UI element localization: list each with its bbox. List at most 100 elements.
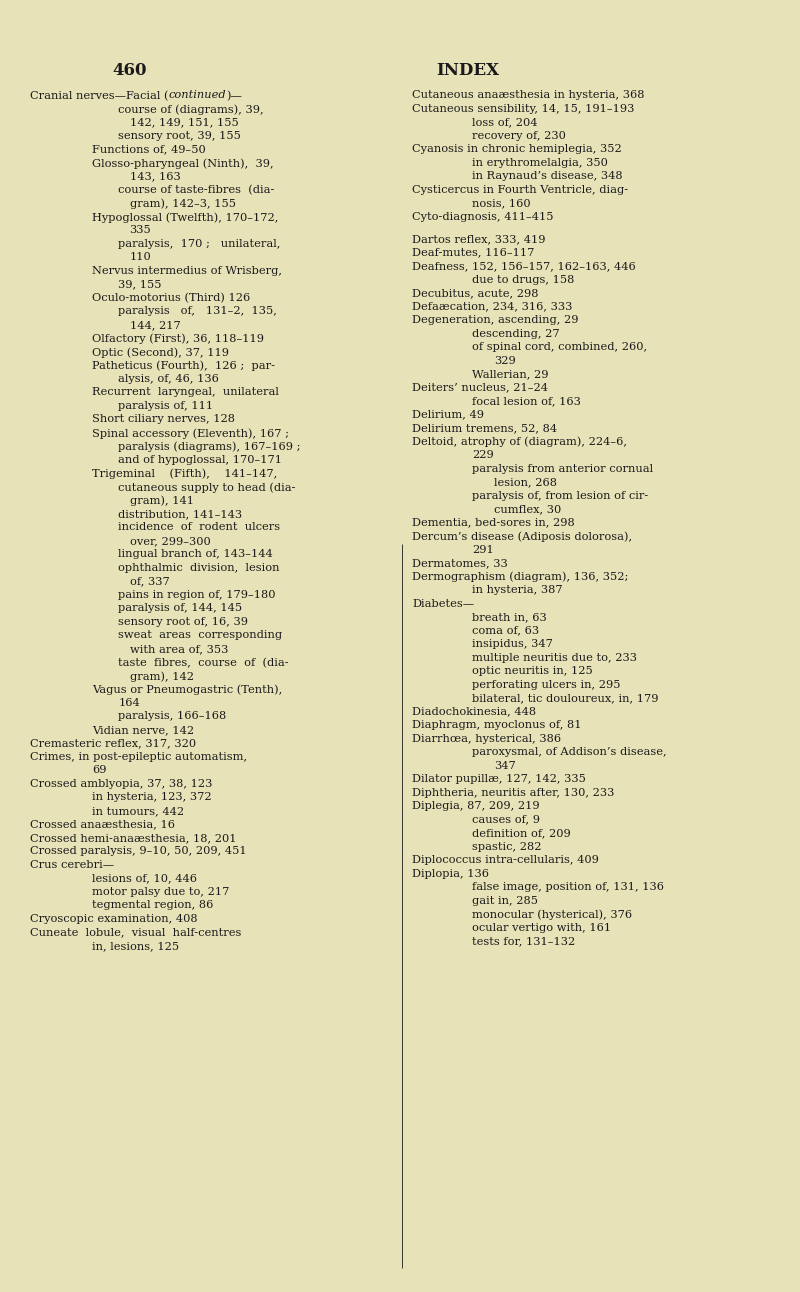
Text: breath in, 63: breath in, 63 xyxy=(472,612,546,623)
Text: sensory root of, 16, 39: sensory root of, 16, 39 xyxy=(118,618,248,627)
Text: Dermographism (diagram), 136, 352;: Dermographism (diagram), 136, 352; xyxy=(412,572,628,583)
Text: Diarrhœa, hysterical, 386: Diarrhœa, hysterical, 386 xyxy=(412,734,561,744)
Text: multiple neuritis due to, 233: multiple neuritis due to, 233 xyxy=(472,652,637,663)
Text: Cryoscopic examination, 408: Cryoscopic examination, 408 xyxy=(30,913,198,924)
Text: definition of, 209: definition of, 209 xyxy=(472,828,570,839)
Text: cutaneous supply to head (dia-: cutaneous supply to head (dia- xyxy=(118,482,296,492)
Text: Cyanosis in chronic hemiplegia, 352: Cyanosis in chronic hemiplegia, 352 xyxy=(412,145,622,155)
Text: in tumours, 442: in tumours, 442 xyxy=(92,806,184,817)
Text: perforating ulcers in, 295: perforating ulcers in, 295 xyxy=(472,680,621,690)
Text: paralysis of, from lesion of cir-: paralysis of, from lesion of cir- xyxy=(472,491,648,501)
Text: Wallerian, 29: Wallerian, 29 xyxy=(472,370,549,380)
Text: Dilator pupillæ, 127, 142, 335: Dilator pupillæ, 127, 142, 335 xyxy=(412,774,586,784)
Text: incidence  of  rodent  ulcers: incidence of rodent ulcers xyxy=(118,522,281,532)
Text: Trigeminal    (Fifth),    141–147,: Trigeminal (Fifth), 141–147, xyxy=(92,469,278,479)
Text: Recurrent  laryngeal,  unilateral: Recurrent laryngeal, unilateral xyxy=(92,388,279,398)
Text: in hysteria, 123, 372: in hysteria, 123, 372 xyxy=(92,792,212,802)
Text: loss of, 204: loss of, 204 xyxy=(472,118,538,128)
Text: Deaf-mutes, 116–117: Deaf-mutes, 116–117 xyxy=(412,248,534,257)
Text: 69: 69 xyxy=(92,765,106,775)
Text: focal lesion of, 163: focal lesion of, 163 xyxy=(472,397,581,406)
Text: Diplegia, 87, 209, 219: Diplegia, 87, 209, 219 xyxy=(412,801,540,811)
Text: sweat  areas  corresponding: sweat areas corresponding xyxy=(118,630,282,641)
Text: Deiters’ nucleus, 21–24: Deiters’ nucleus, 21–24 xyxy=(412,382,548,393)
Text: insipidus, 347: insipidus, 347 xyxy=(472,640,553,649)
Text: INDEX: INDEX xyxy=(436,62,499,79)
Text: Vagus or Pneumogastric (Tenth),: Vagus or Pneumogastric (Tenth), xyxy=(92,685,282,695)
Text: taste  fibres,  course  of  (dia-: taste fibres, course of (dia- xyxy=(118,658,289,668)
Text: 460: 460 xyxy=(112,62,146,79)
Text: spastic, 282: spastic, 282 xyxy=(472,841,542,851)
Text: over, 299–300: over, 299–300 xyxy=(130,536,210,547)
Text: course of (diagrams), 39,: course of (diagrams), 39, xyxy=(118,103,264,115)
Text: due to drugs, 158: due to drugs, 158 xyxy=(472,275,574,284)
Text: bilateral, tic douloureux, in, 179: bilateral, tic douloureux, in, 179 xyxy=(472,694,658,703)
Text: pains in region of, 179–180: pains in region of, 179–180 xyxy=(118,590,276,599)
Text: continued: continued xyxy=(169,90,226,101)
Text: nosis, 160: nosis, 160 xyxy=(472,199,530,208)
Text: Crossed anaæsthesia, 16: Crossed anaæsthesia, 16 xyxy=(30,819,175,829)
Text: Nervus intermedius of Wrisberg,: Nervus intermedius of Wrisberg, xyxy=(92,266,282,276)
Text: Dercum’s disease (Adiposis dolorosa),: Dercum’s disease (Adiposis dolorosa), xyxy=(412,531,632,541)
Text: gram), 142: gram), 142 xyxy=(130,671,194,681)
Text: course of taste-fibres  (dia-: course of taste-fibres (dia- xyxy=(118,185,274,195)
Text: Cranial nerves—Facial (: Cranial nerves—Facial ( xyxy=(30,90,169,101)
Text: sensory root, 39, 155: sensory root, 39, 155 xyxy=(118,130,242,141)
Text: 39, 155: 39, 155 xyxy=(118,279,162,289)
Text: gram), 141: gram), 141 xyxy=(130,495,194,506)
Text: Olfactory (First), 36, 118–119: Olfactory (First), 36, 118–119 xyxy=(92,333,264,344)
Text: recovery of, 230: recovery of, 230 xyxy=(472,130,566,141)
Text: 164: 164 xyxy=(118,698,140,708)
Text: Diabetes—: Diabetes— xyxy=(412,598,474,609)
Text: Defaæcation, 234, 316, 333: Defaæcation, 234, 316, 333 xyxy=(412,302,572,311)
Text: optic neuritis in, 125: optic neuritis in, 125 xyxy=(472,667,593,676)
Text: 291: 291 xyxy=(472,545,494,554)
Text: Dementia, bed-sores in, 298: Dementia, bed-sores in, 298 xyxy=(412,518,574,527)
Text: coma of, 63: coma of, 63 xyxy=(472,625,539,636)
Text: ophthalmic  division,  lesion: ophthalmic division, lesion xyxy=(118,563,280,572)
Text: paralysis, 166–168: paralysis, 166–168 xyxy=(118,712,226,721)
Text: 143, 163: 143, 163 xyxy=(130,172,180,181)
Text: Diplopia, 136: Diplopia, 136 xyxy=(412,868,489,879)
Text: 335: 335 xyxy=(130,225,151,235)
Text: Diplococcus intra-cellularis, 409: Diplococcus intra-cellularis, 409 xyxy=(412,855,599,866)
Text: gait in, 285: gait in, 285 xyxy=(472,895,538,906)
Text: 229: 229 xyxy=(472,450,494,460)
Text: 347: 347 xyxy=(494,761,516,771)
Text: with area of, 353: with area of, 353 xyxy=(130,643,228,654)
Text: paralysis,  170 ;   unilateral,: paralysis, 170 ; unilateral, xyxy=(118,239,281,249)
Text: Vidian nerve, 142: Vidian nerve, 142 xyxy=(92,725,194,735)
Text: ocular vertigo with, 161: ocular vertigo with, 161 xyxy=(472,922,611,933)
Text: 144, 217: 144, 217 xyxy=(130,320,180,329)
Text: 142, 149, 151, 155: 142, 149, 151, 155 xyxy=(130,118,238,128)
Text: tegmental region, 86: tegmental region, 86 xyxy=(92,901,214,911)
Text: of, 337: of, 337 xyxy=(130,576,170,587)
Text: Dermatomes, 33: Dermatomes, 33 xyxy=(412,558,508,568)
Text: paralysis from anterior cornual: paralysis from anterior cornual xyxy=(472,464,653,474)
Text: paralysis   of,   131–2,  135,: paralysis of, 131–2, 135, xyxy=(118,306,278,317)
Text: Diaphragm, myoclonus of, 81: Diaphragm, myoclonus of, 81 xyxy=(412,720,582,730)
Text: Crimes, in post-epileptic automatism,: Crimes, in post-epileptic automatism, xyxy=(30,752,247,762)
Text: paralysis of, 111: paralysis of, 111 xyxy=(118,401,214,411)
Text: in erythromelalgia, 350: in erythromelalgia, 350 xyxy=(472,158,608,168)
Text: Cremasteric reflex, 317, 320: Cremasteric reflex, 317, 320 xyxy=(30,739,197,748)
Text: Cutaneous sensibility, 14, 15, 191–193: Cutaneous sensibility, 14, 15, 191–193 xyxy=(412,103,634,114)
Text: and of hypoglossal, 170–171: and of hypoglossal, 170–171 xyxy=(118,455,282,465)
Text: Deafness, 152, 156–157, 162–163, 446: Deafness, 152, 156–157, 162–163, 446 xyxy=(412,261,636,271)
Text: Cysticercus in Fourth Ventricle, diag-: Cysticercus in Fourth Ventricle, diag- xyxy=(412,185,628,195)
Text: distribution, 141–143: distribution, 141–143 xyxy=(118,509,242,519)
Text: Cutaneous anaæsthesia in hysteria, 368: Cutaneous anaæsthesia in hysteria, 368 xyxy=(412,90,645,101)
Text: Decubitus, acute, 298: Decubitus, acute, 298 xyxy=(412,288,538,298)
Text: Crus cerebri—: Crus cerebri— xyxy=(30,860,114,870)
Text: Functions of, 49–50: Functions of, 49–50 xyxy=(92,145,206,155)
Text: Cuneate  lobule,  visual  half-centres: Cuneate lobule, visual half-centres xyxy=(30,928,242,938)
Text: descending, 27: descending, 27 xyxy=(472,328,560,339)
Text: Diphtheria, neuritis after, 130, 233: Diphtheria, neuritis after, 130, 233 xyxy=(412,788,614,797)
Text: gram), 142–3, 155: gram), 142–3, 155 xyxy=(130,199,235,209)
Text: Cyto-diagnosis, 411–415: Cyto-diagnosis, 411–415 xyxy=(412,212,554,222)
Text: Delirium tremens, 52, 84: Delirium tremens, 52, 84 xyxy=(412,424,557,433)
Text: Optic (Second), 37, 119: Optic (Second), 37, 119 xyxy=(92,348,229,358)
Text: Patheticus (Fourth),  126 ;  par-: Patheticus (Fourth), 126 ; par- xyxy=(92,360,275,371)
Text: monocular (hysterical), 376: monocular (hysterical), 376 xyxy=(472,910,632,920)
Text: in, lesions, 125: in, lesions, 125 xyxy=(92,941,179,951)
